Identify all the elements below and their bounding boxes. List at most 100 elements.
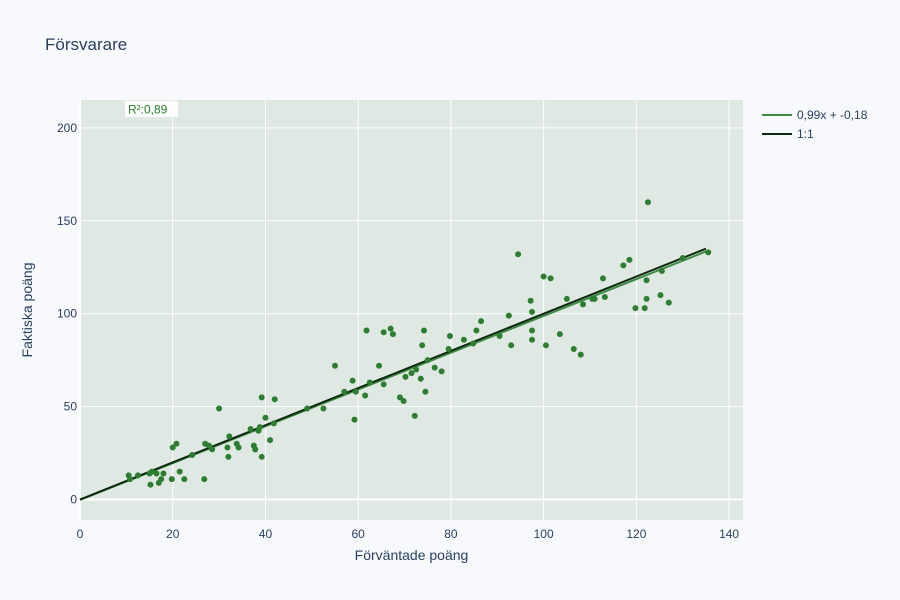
data-point bbox=[134, 472, 141, 479]
data-point bbox=[148, 468, 155, 475]
data-point bbox=[665, 299, 672, 306]
data-point bbox=[181, 476, 188, 483]
data-point bbox=[320, 405, 327, 412]
data-point bbox=[658, 267, 665, 274]
data-point bbox=[556, 331, 563, 338]
data-point bbox=[252, 446, 259, 453]
data-point bbox=[473, 327, 480, 334]
data-point bbox=[366, 379, 373, 386]
x-tick-label: 100 bbox=[534, 527, 554, 541]
x-tick-label: 0 bbox=[77, 527, 84, 541]
data-point bbox=[705, 249, 712, 256]
data-point bbox=[445, 346, 452, 353]
x-tick-label: 40 bbox=[259, 527, 273, 541]
data-point bbox=[496, 333, 503, 340]
identity-line bbox=[79, 247, 707, 501]
data-point bbox=[349, 377, 356, 384]
data-point bbox=[225, 453, 232, 460]
y-tick-label: 200 bbox=[57, 121, 77, 135]
data-point bbox=[641, 305, 648, 312]
data-point bbox=[147, 481, 154, 488]
data-point bbox=[351, 416, 358, 423]
data-point bbox=[542, 342, 549, 349]
data-point bbox=[515, 251, 522, 258]
data-point bbox=[643, 295, 650, 302]
data-point bbox=[446, 333, 453, 340]
x-tick-label: 60 bbox=[352, 527, 366, 541]
x-tick-label: 80 bbox=[444, 527, 458, 541]
data-point bbox=[387, 325, 394, 332]
data-point bbox=[657, 292, 664, 299]
y-tick-label: 50 bbox=[64, 400, 78, 414]
data-point bbox=[256, 424, 263, 431]
x-tick-label: 20 bbox=[166, 527, 180, 541]
data-point bbox=[644, 199, 651, 206]
legend-label: 0,99x + -0,18 bbox=[797, 108, 868, 122]
data-point bbox=[438, 368, 445, 375]
data-point bbox=[508, 342, 515, 349]
data-point bbox=[529, 336, 536, 343]
data-point bbox=[529, 308, 536, 315]
data-point bbox=[505, 312, 512, 319]
r2-annotation: R²:0,89 bbox=[125, 101, 178, 117]
data-point bbox=[577, 351, 584, 358]
legend-label: 1:1 bbox=[797, 127, 814, 141]
data-point bbox=[411, 412, 418, 419]
data-point bbox=[422, 388, 429, 395]
data-point bbox=[402, 373, 409, 380]
data-point bbox=[478, 318, 485, 325]
data-point bbox=[201, 476, 208, 483]
data-point bbox=[591, 295, 598, 302]
data-point bbox=[408, 370, 415, 377]
trend-lines bbox=[79, 247, 709, 501]
data-point bbox=[380, 329, 387, 336]
data-point bbox=[547, 275, 554, 282]
data-point bbox=[380, 381, 387, 388]
data-point bbox=[563, 295, 570, 302]
legend: 0,99x + -0,18 1:1 bbox=[762, 108, 868, 141]
data-point bbox=[389, 331, 396, 338]
data-point bbox=[626, 256, 633, 263]
x-tick-label: 140 bbox=[719, 527, 739, 541]
data-point bbox=[270, 420, 277, 427]
data-point bbox=[540, 273, 547, 280]
data-point bbox=[431, 364, 438, 371]
data-point bbox=[470, 340, 477, 347]
data-point bbox=[216, 405, 223, 412]
y-tick-label: 100 bbox=[57, 307, 77, 321]
data-point bbox=[224, 444, 231, 451]
y-tick-label: 0 bbox=[70, 493, 77, 507]
chart-title: Försvarare bbox=[45, 35, 127, 54]
y-tick-label: 150 bbox=[57, 214, 77, 228]
data-point bbox=[679, 254, 686, 261]
data-point bbox=[209, 446, 216, 453]
data-point bbox=[262, 414, 269, 421]
plot-area bbox=[80, 100, 743, 520]
data-point bbox=[400, 398, 407, 405]
data-point bbox=[127, 476, 134, 483]
data-point bbox=[460, 336, 467, 343]
data-point bbox=[527, 297, 534, 304]
r2-annotation-text: R²:0,89 bbox=[128, 103, 168, 117]
data-point bbox=[424, 357, 431, 364]
data-point bbox=[226, 433, 233, 440]
data-point bbox=[599, 275, 606, 282]
data-point bbox=[189, 451, 196, 458]
data-point bbox=[601, 293, 608, 300]
grid-lines bbox=[79, 100, 743, 520]
data-point bbox=[570, 346, 577, 353]
data-point bbox=[258, 453, 265, 460]
data-point bbox=[168, 476, 175, 483]
data-point bbox=[421, 327, 428, 334]
data-point bbox=[396, 394, 403, 401]
r2-annotation-bg bbox=[125, 101, 178, 117]
tick-labels: 0 20 40 60 80 100 120 140 0 50 100 150 200 bbox=[57, 121, 739, 541]
data-point bbox=[267, 437, 274, 444]
data-point bbox=[620, 262, 627, 269]
x-tick-label: 120 bbox=[626, 527, 646, 541]
data-point bbox=[632, 305, 639, 312]
data-point bbox=[643, 277, 650, 284]
data-point bbox=[352, 388, 359, 395]
data-point bbox=[413, 366, 420, 373]
